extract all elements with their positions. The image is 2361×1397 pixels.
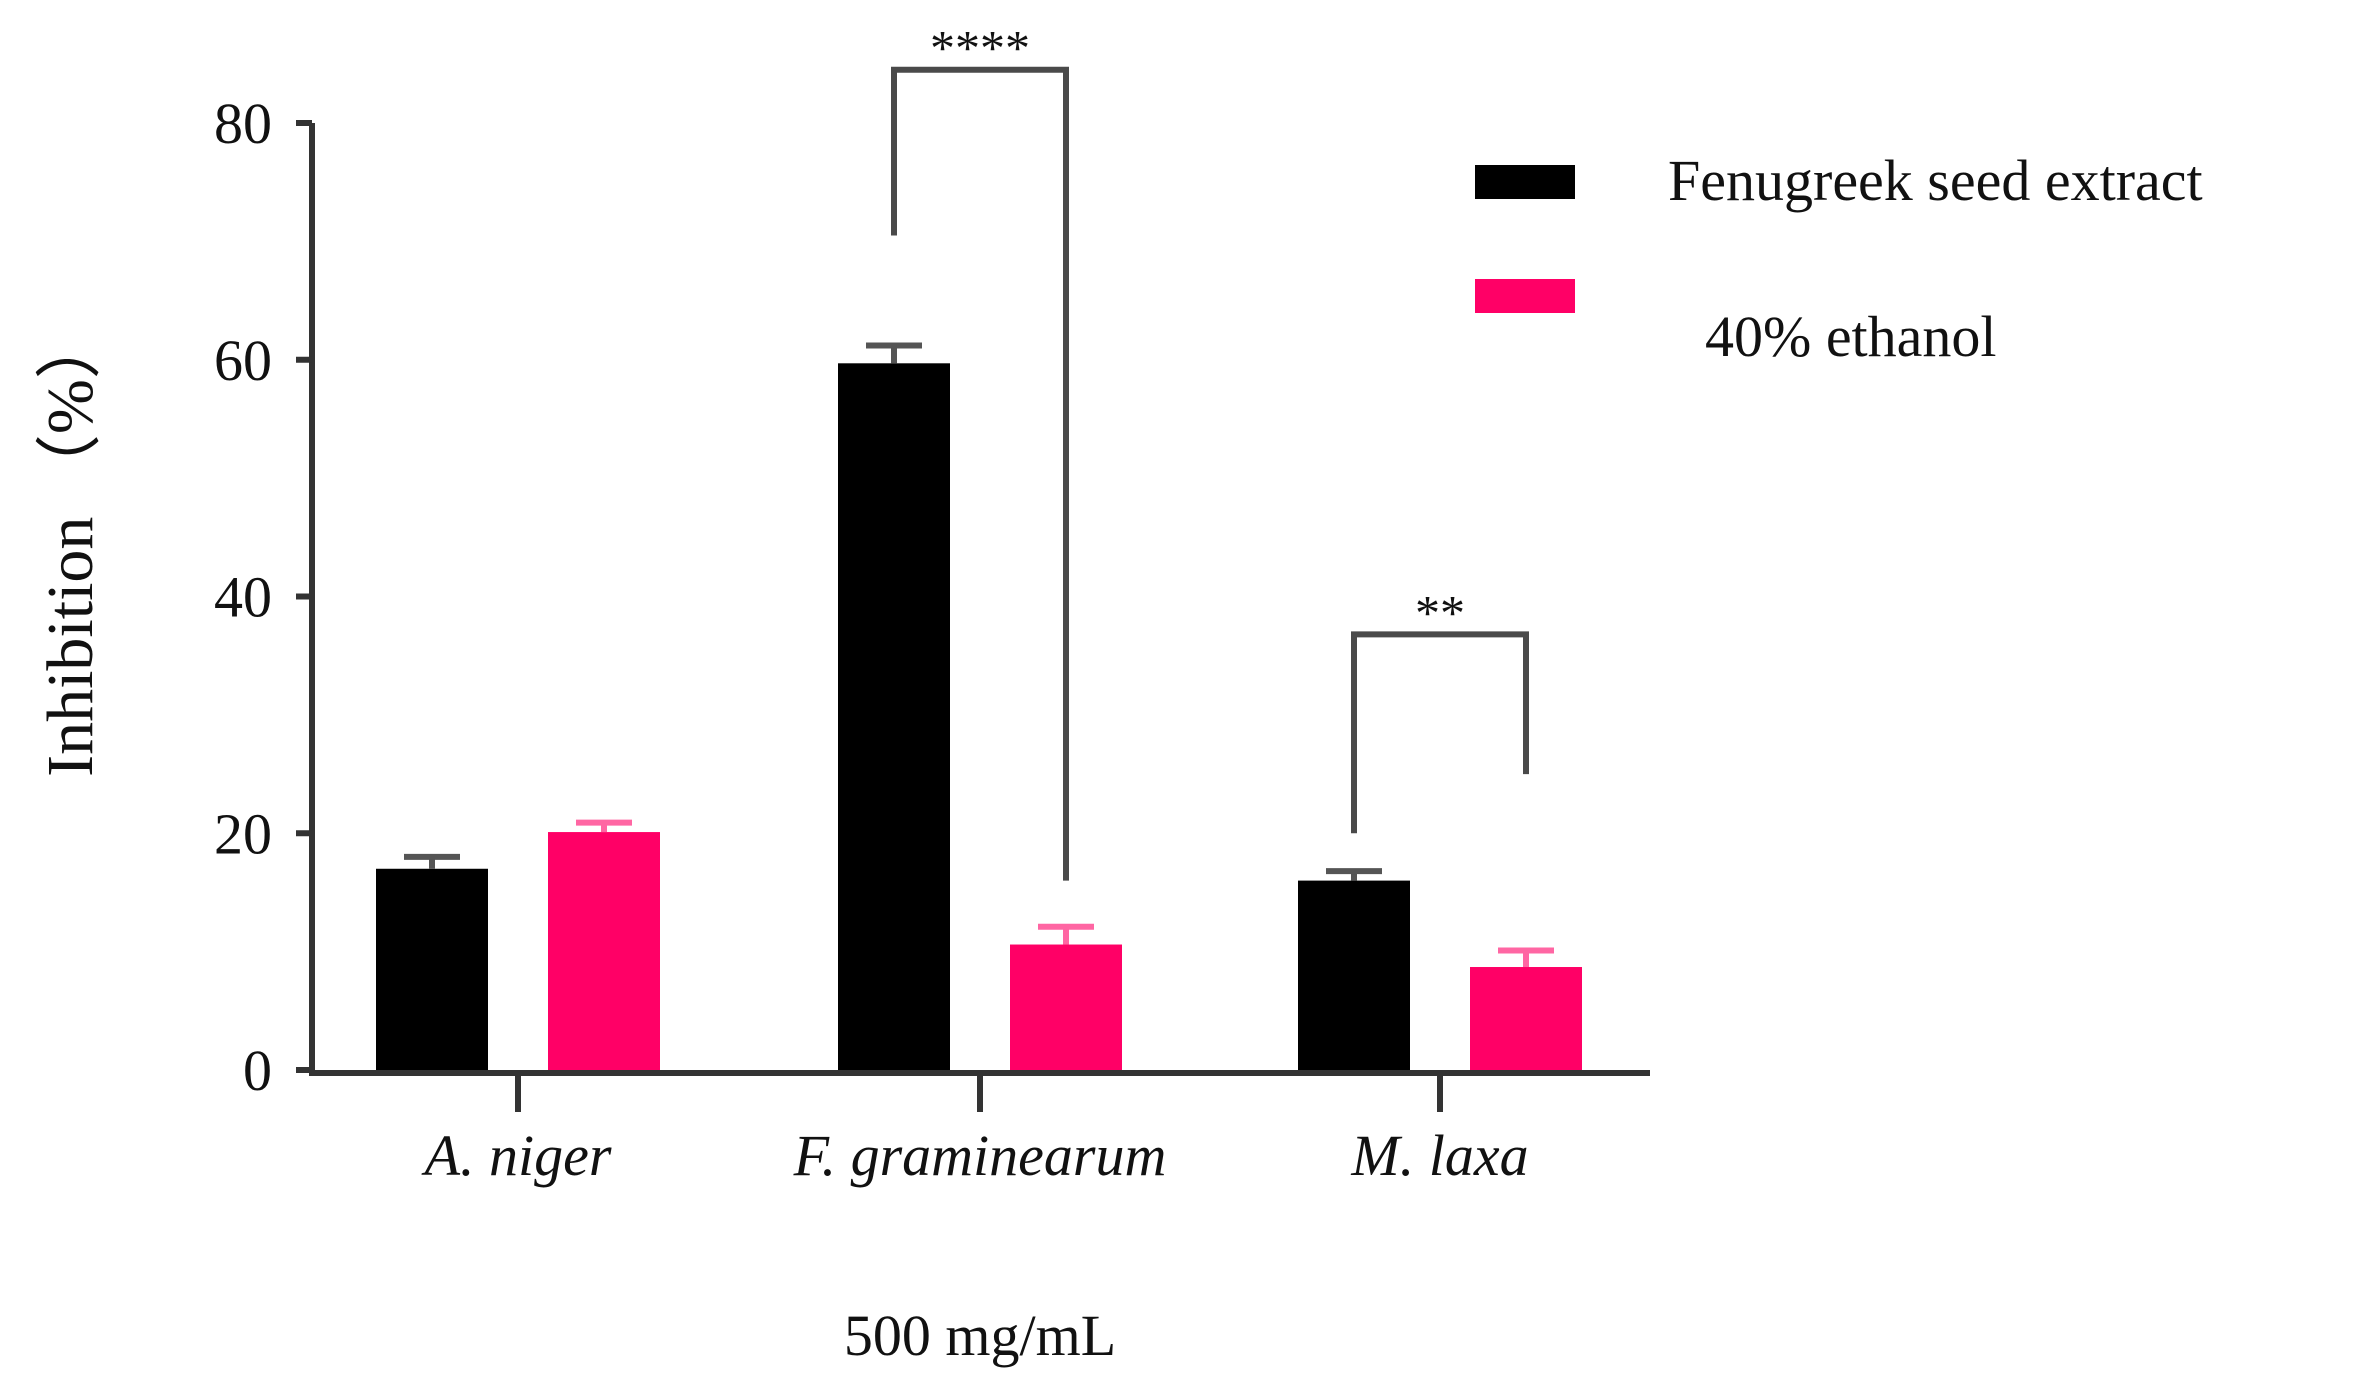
significance-brackets: ****** [891,20,1529,881]
y-tick-label-80: 80 [214,91,272,156]
bars [376,342,1582,1070]
y-tick-label-60: 60 [214,328,272,393]
y-tick-label-40: 40 [214,565,272,630]
legend-swatch-fenugreek [1475,165,1575,199]
legend-swatch-ethanol [1475,279,1575,313]
x-ticks: A. niger F. graminearum M. laxa [421,1073,1529,1188]
bar-40-ethanol-f-graminearum [1010,944,1122,1070]
y-ticks: 0 20 40 60 80 [214,91,312,1103]
significance-bracket-f-graminearum [891,66,1069,881]
bar-fenugreek-seed-extract-a-niger [376,868,488,1070]
x-tick-label-m-laxa: M. laxa [1350,1123,1528,1188]
x-axis-label: 500 mg/mL [844,1303,1116,1368]
x-tick-label-a-niger: A. niger [421,1123,612,1188]
y-axis-label: Inhibition （%） [34,313,107,777]
significance-label-m-laxa: ** [1415,584,1465,640]
legend-label-ethanol: 40% ethanol [1705,304,1997,369]
legend-item-ethanol: 40% ethanol [1475,279,1997,369]
legend-label-fenugreek: Fenugreek seed extract [1668,148,2203,213]
bar-fenugreek-seed-extract-f-graminearum [838,363,950,1070]
significance-label-f-graminearum: **** [930,20,1030,76]
y-tick-label-20: 20 [214,801,272,866]
y-tick-label-0: 0 [243,1038,272,1103]
significance-bracket-m-laxa [1351,631,1529,834]
bar-40-ethanol-m-laxa [1470,967,1582,1070]
x-tick-label-f-graminearum: F. graminearum [793,1123,1167,1188]
legend: Fenugreek seed extract 40% ethanol [1475,148,2203,369]
bar-fenugreek-seed-extract-m-laxa [1298,880,1410,1070]
legend-item-fenugreek: Fenugreek seed extract [1475,148,2203,213]
bar-40-ethanol-a-niger [548,832,660,1070]
